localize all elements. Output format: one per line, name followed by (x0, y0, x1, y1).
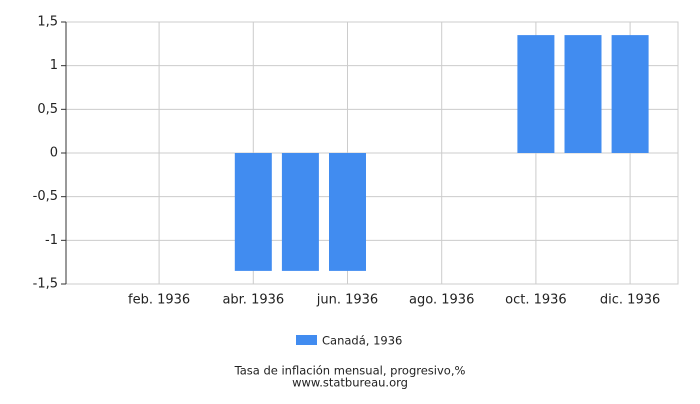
chart-title: Tasa de inflación mensual, progresivo,% (234, 364, 466, 378)
x-tick-label: feb. 1936 (128, 293, 190, 308)
x-tick-label: abr. 1936 (222, 293, 284, 308)
legend-swatch (296, 335, 317, 345)
y-tick-label: -1 (45, 233, 58, 248)
y-tick-label: -1,5 (33, 277, 58, 292)
x-tick-label: oct. 1936 (505, 293, 567, 308)
y-tick-label: 0,5 (37, 102, 58, 117)
y-tick-label: 0 (50, 146, 58, 161)
bar (611, 35, 649, 153)
bar (564, 35, 602, 153)
x-tick-label: dic. 1936 (600, 293, 660, 308)
chart-subtitle: www.statbureau.org (292, 376, 408, 390)
y-tick-label: 1 (50, 58, 58, 73)
y-tick-label: 1,5 (37, 15, 58, 30)
legend-label: Canadá, 1936 (322, 334, 402, 348)
bar (234, 153, 272, 271)
bar (281, 153, 319, 271)
x-tick-label: jun. 1936 (316, 293, 378, 308)
bar (329, 153, 366, 271)
y-tick-label: -0,5 (33, 189, 58, 204)
bar (517, 35, 555, 153)
x-tick-label: ago. 1936 (409, 293, 474, 308)
